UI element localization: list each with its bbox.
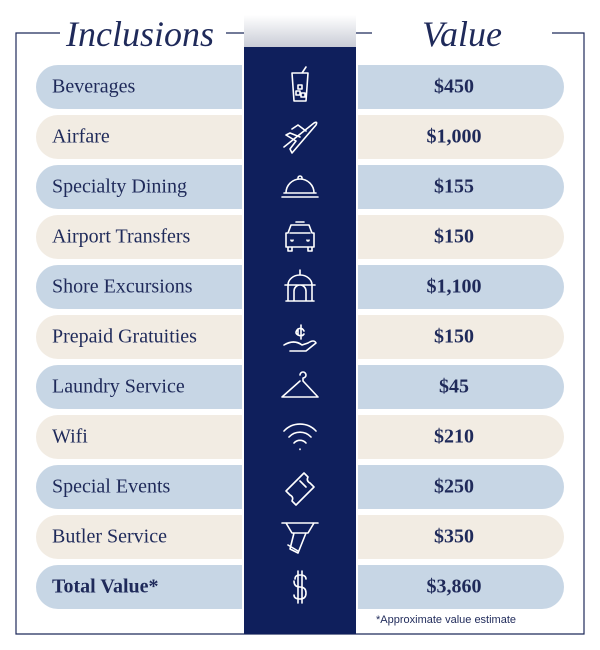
row-value: $1,100: [427, 276, 482, 298]
label-cell: [36, 365, 242, 409]
row-icon: [281, 371, 319, 398]
row-label: Beverages: [52, 76, 136, 98]
value-cell: [358, 115, 564, 159]
row-icon: [284, 269, 316, 302]
row-icon: [285, 472, 315, 506]
row-icon: [293, 570, 307, 604]
value-cell: [358, 265, 564, 309]
header-left: Inclusions: [65, 14, 214, 54]
rows: Beverages $450 Airfare $1,000 Specialty Dini…: [36, 65, 564, 609]
value-cell: [358, 315, 564, 359]
row-icon: [285, 221, 315, 252]
row-value: $45: [439, 376, 469, 398]
row-label: Airfare: [52, 126, 110, 148]
row-value: $350: [434, 526, 474, 548]
row-value: $150: [434, 326, 474, 348]
label-cell: [36, 265, 242, 309]
row-label: Special Events: [52, 476, 171, 498]
row-icon: [281, 175, 319, 198]
label-cell: [36, 415, 242, 459]
row-label: Airport Transfers: [52, 226, 191, 248]
row-value: $3,860: [427, 576, 482, 598]
label-cell: [36, 115, 242, 159]
label-cell: [36, 215, 242, 259]
value-cell: [358, 565, 564, 609]
row-value: $1,000: [427, 126, 482, 148]
value-cell: [358, 165, 564, 209]
row-label: Shore Excursions: [52, 276, 193, 298]
row-value: $210: [434, 426, 474, 448]
value-cell: [358, 415, 564, 459]
row-icon: [283, 423, 317, 451]
row-icon: [283, 324, 317, 352]
header-right: Value: [422, 14, 502, 54]
row-label: Laundry Service: [52, 376, 185, 398]
row-icon: [281, 522, 319, 554]
label-cell: [36, 515, 242, 559]
value-cell: [358, 465, 564, 509]
row-value: $250: [434, 476, 474, 498]
row-label: Prepaid Gratuities: [52, 326, 197, 348]
row-icon: [283, 121, 318, 154]
label-cell: [36, 315, 242, 359]
label-cell: [36, 165, 242, 209]
label-cell: [36, 465, 242, 509]
value-cell: [358, 515, 564, 559]
value-cell: [358, 215, 564, 259]
label-cell: [36, 65, 242, 109]
row-label: Wifi: [52, 426, 88, 448]
row-value: $450: [434, 76, 474, 98]
row-label: Butler Service: [52, 526, 167, 548]
value-cell: [358, 365, 564, 409]
value-cell: [358, 65, 564, 109]
column-cap: [244, 15, 356, 47]
row-label: Total Value*: [52, 576, 159, 598]
row-value: $155: [434, 176, 474, 198]
row-value: $150: [434, 226, 474, 248]
row-icon: [291, 66, 309, 102]
row-label: Specialty Dining: [52, 176, 187, 198]
label-cell: [36, 565, 242, 609]
footnote: *Approximate value estimate: [376, 614, 516, 626]
